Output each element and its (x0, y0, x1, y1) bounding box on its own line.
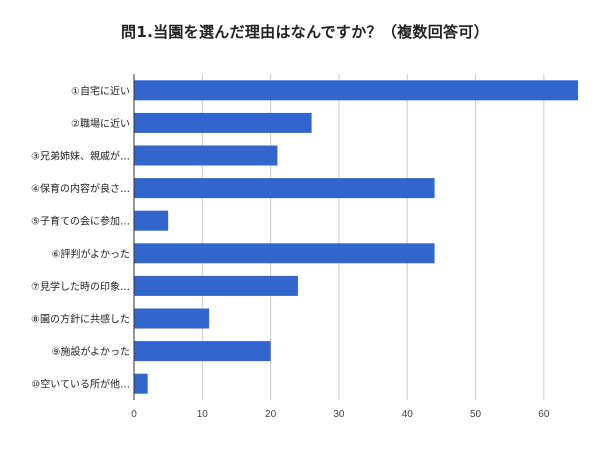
chart-title: 問1.当園を選んだ理由はなんですか？（複数回答可） (121, 23, 489, 41)
x-tick-label-6: 60 (538, 409, 550, 420)
category-label-5: ⑤子育ての会に参加… (31, 215, 130, 228)
category-label-4: ④保育の内容が良さ… (31, 182, 130, 195)
x-tick-label-2: 20 (265, 409, 277, 420)
category-label-9: ⑨施設がよかった (52, 345, 130, 358)
bar-7 (134, 275, 298, 296)
bar-2 (134, 112, 312, 133)
category-label-7: ⑦見学した時の印象… (31, 280, 130, 293)
bar-4 (134, 178, 435, 199)
category-label-1: ①自宅に近い (71, 84, 130, 97)
bar-1 (134, 80, 578, 101)
x-tick-label-3: 30 (333, 409, 345, 420)
category-label-10: ⑩空いている所が他… (31, 378, 130, 391)
x-tick-label-0: 0 (131, 409, 137, 420)
x-tick-label-4: 40 (402, 409, 414, 420)
bar-5 (134, 210, 169, 231)
category-label-6: ⑥評判がよかった (52, 247, 130, 260)
category-label-3: ③兄弟姉妹、親戚が… (31, 150, 130, 163)
bar-8 (134, 308, 210, 329)
bar-6 (134, 243, 435, 264)
category-label-8: ⑧園の方針に共感した (31, 313, 130, 326)
x-tick-label-1: 10 (197, 409, 209, 420)
bar-3 (134, 145, 278, 166)
bar-9 (134, 341, 271, 362)
x-tick-label-5: 50 (470, 409, 482, 420)
bar-10 (134, 373, 148, 394)
category-label-2: ②職場に近い (71, 117, 130, 130)
